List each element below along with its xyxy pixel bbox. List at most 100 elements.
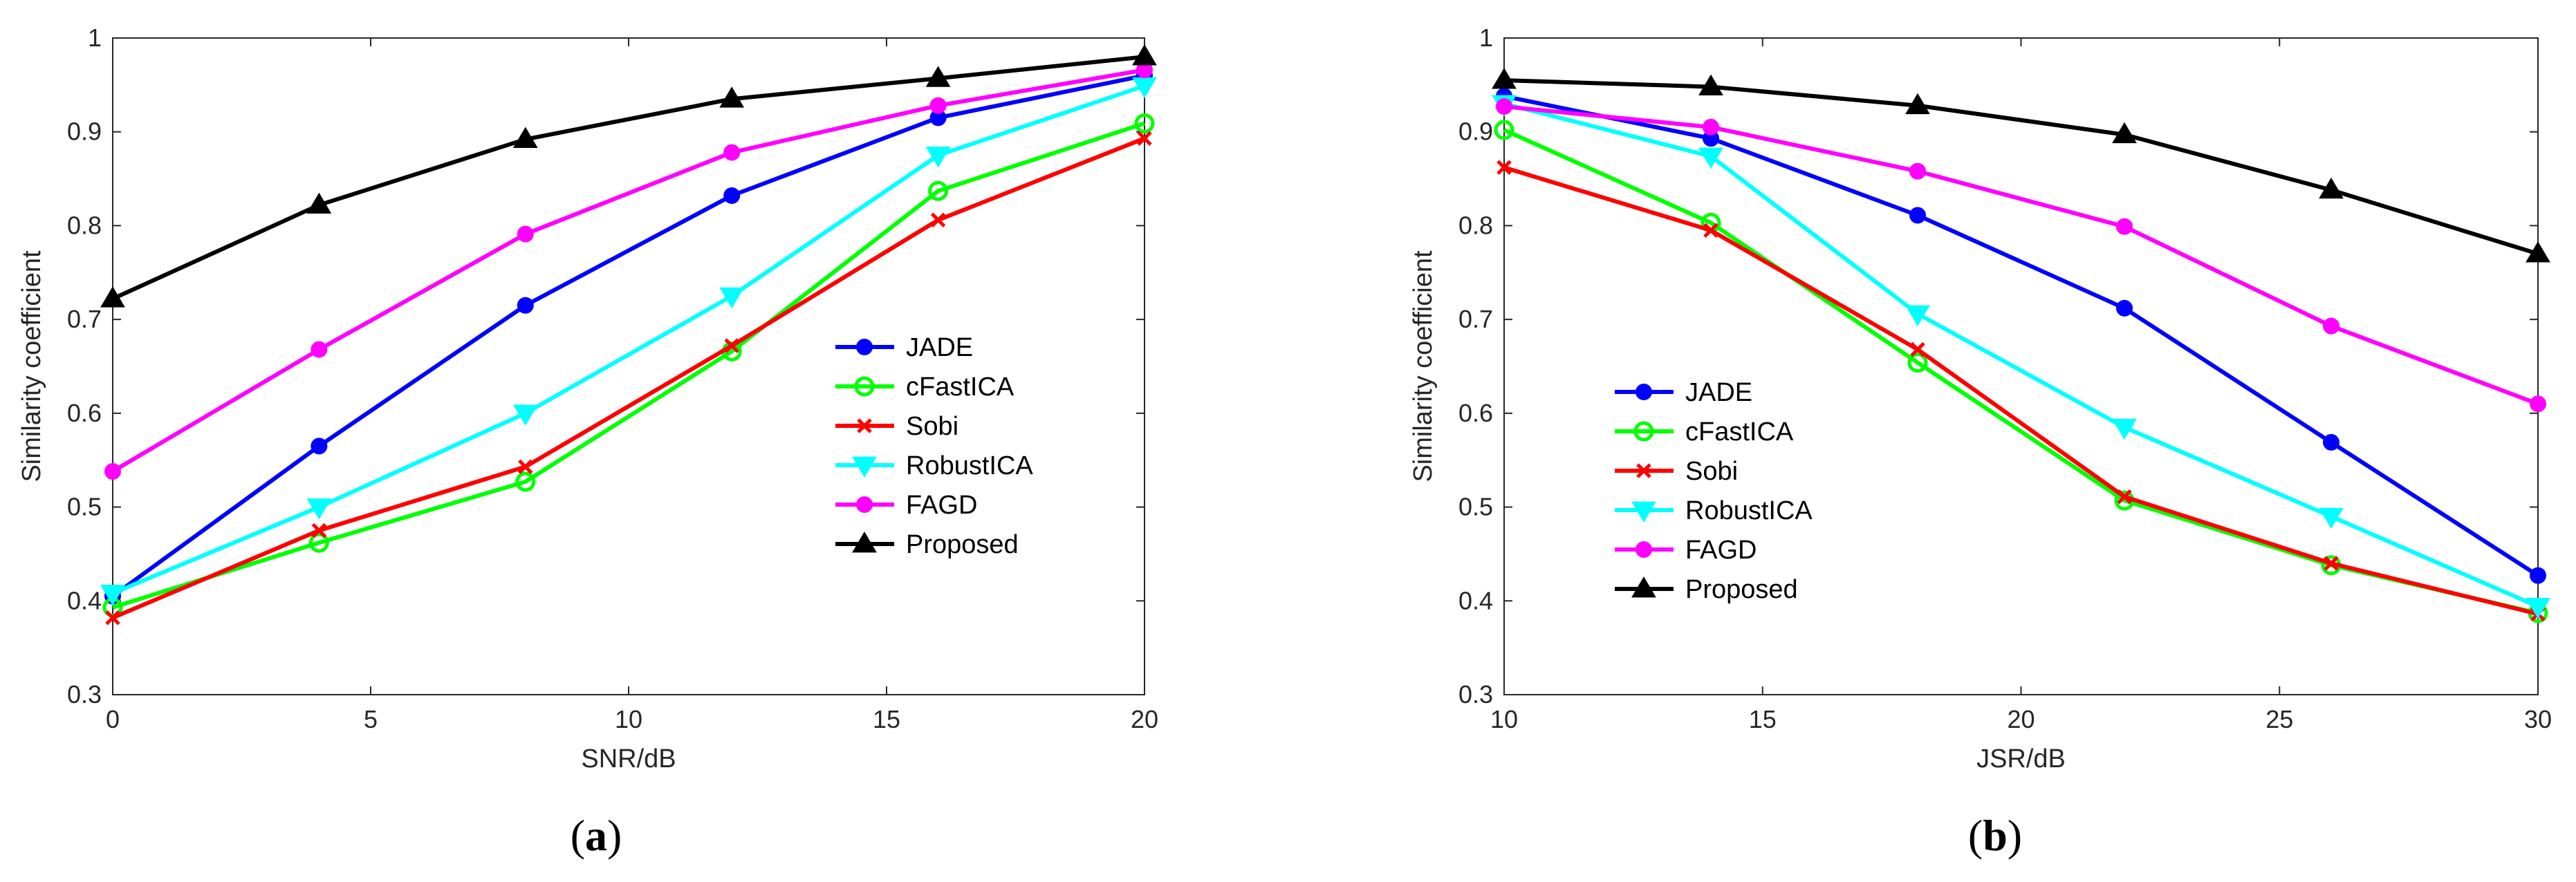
data-point [2530,567,2546,584]
data-point [517,297,534,314]
data-point [2112,418,2137,440]
data-point [1905,93,1930,115]
data-point [1497,160,1512,176]
legend-entry: cFastICA [1685,417,1794,447]
y-tick-label: 0.3 [67,680,102,709]
x-tick-label: 25 [2265,705,2293,733]
data-point [1492,68,1517,89]
chart-panel-b: (b) 10 15 20 25 30 0.3 0.4 0.5 0.6 0.7 0.8 0.9 1 JSR/… [1409,24,2552,860]
x-tick-label: 20 [1131,705,1158,733]
data-point [2116,299,2133,317]
data-point [723,187,741,204]
data-point [928,180,949,201]
data-point [2323,433,2339,451]
y-axis-label: Similarity coefficient [1409,250,1438,482]
y-tick-label: 0.3 [1458,680,1493,709]
data-point [719,287,745,309]
data-point [930,212,946,228]
data-point [515,471,536,492]
series-line [1503,94,2539,578]
series-fagd [1496,98,2546,413]
data-point [1494,120,1514,140]
data-point [925,66,951,87]
y-tick-label: 0.4 [1458,586,1493,614]
y-tick-label: 1 [88,24,102,52]
legend-swatch-marker [856,496,873,513]
data-point [306,192,332,214]
data-point [1907,353,1928,373]
data-point [105,610,120,626]
data-point [2112,122,2137,144]
series-cfastica [102,113,1155,618]
legend-entry: RobustICA [906,451,1033,480]
series-proposed [1492,68,2550,263]
y-tick-label: 0.9 [1458,118,1493,146]
data-point [1703,223,1718,238]
data-point [2323,317,2339,335]
chart-panel-a: (a) 0 5 10 15 20 0.3 0.4 0.5 0.6 0.7 0.8 0.9 1 SNR/dB… [17,24,1158,860]
data-point [2117,489,2132,505]
x-tick-label: 5 [364,705,378,733]
legend-entry: JADE [1685,378,1752,407]
data-point [1703,118,1719,135]
data-point [311,438,328,455]
series-line [1503,78,2539,256]
legend-swatch-marker [854,376,875,397]
series-line [1503,165,2539,617]
data-point [2526,598,2550,619]
legend-swatch-marker [1636,384,1652,400]
data-point [1698,74,1723,95]
series-line [111,84,1145,596]
legend-swatch-marker [1631,576,1656,598]
data-point [311,341,328,358]
y-tick-label: 0.7 [67,305,102,333]
series-robustica [1492,95,2550,619]
legend-entry: Sobi [1685,457,1738,486]
legend-swatch-marker [1633,421,1654,442]
caption-letter-b: b [1983,811,2008,860]
series-line [112,121,1145,610]
legend-entry: Proposed [906,530,1019,559]
series-sobi [105,131,1152,626]
series-line [111,55,1145,301]
legend-swatch-marker [1636,463,1651,478]
y-tick-label: 0.6 [1458,399,1493,427]
data-point [512,126,538,148]
plot-area [1503,37,2539,695]
x-tick-label: 15 [873,705,900,733]
data-point [925,147,951,168]
legend-entry: FAGD [1685,536,1757,565]
series-line [111,136,1146,620]
legend-entry: RobustICA [1685,496,1813,525]
y-tick-label: 0.9 [67,118,102,146]
data-point [1909,162,1926,180]
data-point [1496,98,1512,115]
y-axis-label: Similarity coefficient [17,250,46,482]
data-point [512,404,538,426]
series-line [111,73,1145,598]
legend-entry: cFastICA [906,373,1014,402]
caption-a: (a) [571,811,622,860]
x-tick-label: 0 [106,705,120,733]
x-tick-label: 30 [2524,705,2552,733]
legend-swatch-marker [856,339,873,355]
x-tick-label: 15 [1749,705,1777,733]
series-fagd [104,62,1153,480]
legend-entry: JADE [906,333,973,362]
data-point [100,286,125,308]
data-point [1910,341,1925,357]
y-tick-label: 0.8 [1458,211,1493,239]
y-tick-label: 0.6 [67,399,102,427]
legend-swatch-marker [857,418,872,433]
y-tick-label: 0.8 [67,211,102,239]
data-point [306,498,332,520]
x-axis-label: SNR/dB [581,744,676,773]
y-tick-label: 1 [1479,24,1493,52]
data-point [518,459,533,474]
data-point [2116,218,2133,235]
caption-b: (b) [1968,811,2022,860]
data-point [2319,507,2344,529]
data-point [723,144,741,161]
y-tick-label: 0.5 [67,493,102,521]
